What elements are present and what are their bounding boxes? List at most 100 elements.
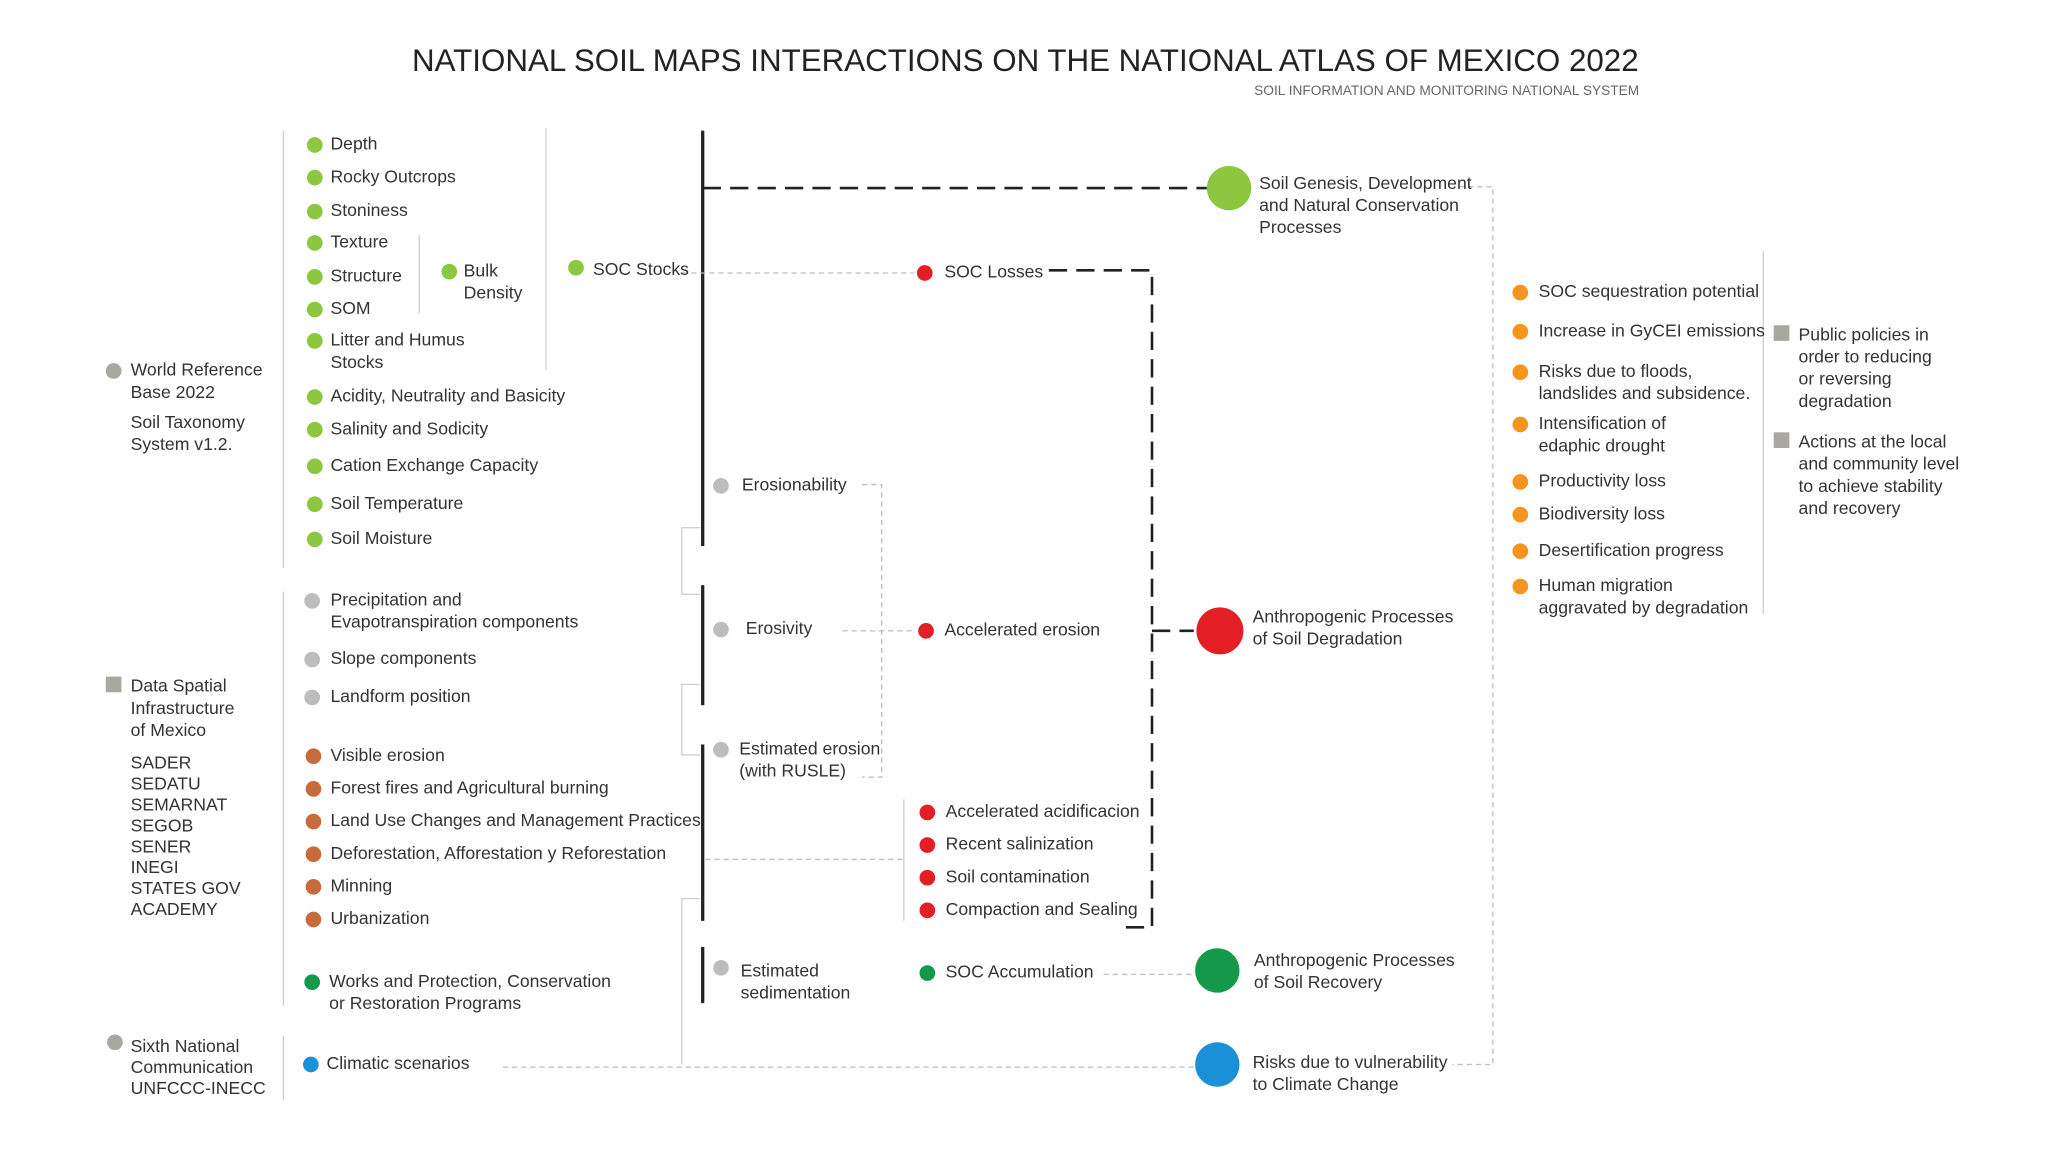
label: UNFCCC-INECC (131, 1078, 266, 1098)
label: Actions at the local (1799, 431, 1947, 451)
dot (713, 621, 729, 638)
dot (1512, 364, 1529, 381)
dot (919, 965, 936, 981)
label: SOM (330, 298, 370, 318)
dot (305, 813, 322, 830)
label: Recent salinization (946, 834, 1094, 854)
label: to Climate Change (1253, 1074, 1399, 1094)
dot (306, 458, 323, 475)
label: INEGI (131, 857, 179, 877)
label: ACADEMY (131, 899, 218, 919)
label: Deforestation, Afforestation y Reforesta… (330, 843, 666, 863)
subtitle: SOIL INFORMATION AND MONITORING NATIONAL… (1254, 83, 1639, 98)
dot (713, 960, 729, 976)
label: Human migration (1539, 575, 1673, 595)
node-circle (1195, 948, 1240, 993)
dot (305, 748, 322, 765)
connectors (282, 127, 1764, 1100)
label: Cation Exchange Capacity (330, 455, 538, 475)
label: Evapotranspiration components (330, 612, 578, 632)
dot (305, 879, 322, 895)
dot (1512, 323, 1529, 340)
label: Data Spatial (131, 676, 227, 696)
dot (306, 531, 323, 548)
dot (306, 333, 323, 349)
label: Increase in GyCEI emissions (1539, 320, 1765, 340)
title: NATIONAL SOIL MAPS INTERACTIONS ON THE N… (412, 43, 1639, 78)
dot (304, 689, 320, 706)
label: Density (464, 283, 523, 303)
label: Acidity, Neutrality and Basicity (330, 386, 565, 406)
label: Structure (330, 266, 402, 286)
label: Stocks (330, 352, 383, 372)
label: Risks due to floods, (1539, 361, 1693, 381)
label: System v1.2. (131, 434, 233, 454)
node-circle (1195, 1042, 1240, 1087)
label: SEGOB (131, 815, 194, 835)
label: Texture (330, 232, 388, 252)
label: Estimated erosion (739, 738, 880, 758)
label: of Mexico (131, 720, 207, 740)
dot (303, 1056, 319, 1073)
dot (1512, 506, 1529, 523)
dot (713, 478, 729, 494)
label: sedimentation (741, 983, 851, 1003)
dot (441, 263, 458, 280)
label: edaphic drought (1539, 435, 1666, 455)
dot (1512, 284, 1529, 301)
label: and community level (1799, 454, 1960, 474)
label: SOC Stocks (593, 259, 689, 279)
label: World Reference (131, 360, 263, 380)
label: Accelerated acidificacion (946, 801, 1140, 821)
node-circle (1206, 165, 1252, 211)
label: Landform position (330, 686, 470, 706)
label: Climatic scenarios (327, 1053, 470, 1073)
label: Erosivity (746, 618, 813, 638)
label: Salinity and Sodicity (330, 418, 488, 438)
dot (306, 421, 323, 438)
label: Soil contamination (946, 866, 1090, 886)
label: Soil Temperature (330, 493, 463, 513)
label: SOC Accumulation (946, 962, 1094, 982)
label: (with RUSLE) (739, 761, 846, 781)
label: Intensification of (1539, 413, 1666, 433)
dot (918, 623, 934, 639)
label: Communication (131, 1057, 253, 1077)
dot (305, 911, 322, 928)
label: SENER (131, 836, 192, 856)
dot (306, 389, 323, 405)
dot (304, 974, 320, 991)
dot (306, 169, 323, 186)
dot (1512, 578, 1529, 595)
label: Soil Taxonomy (131, 412, 245, 432)
label: Precipitation and (330, 589, 461, 609)
label: SOC sequestration potential (1539, 281, 1759, 301)
label: or Restoration Programs (329, 993, 521, 1013)
label: Visible erosion (330, 745, 444, 765)
label: Risks due to vulnerability (1253, 1052, 1448, 1072)
label: order to reducing (1799, 347, 1932, 367)
label: Accelerated erosion (944, 620, 1100, 640)
square-marker (1773, 325, 1790, 341)
dot (1512, 416, 1529, 433)
dot (305, 781, 322, 797)
label: Stoniness (330, 200, 408, 220)
dot (305, 846, 322, 863)
label: Land Use Changes and Management Practice… (330, 810, 701, 830)
label: and Natural Conservation (1259, 195, 1459, 215)
label: Anthropogenic Processes (1253, 606, 1454, 626)
dot (919, 902, 936, 919)
dot (306, 269, 323, 285)
label: Anthropogenic Processes (1254, 950, 1455, 970)
dot (105, 363, 122, 379)
dot (306, 235, 323, 251)
label: degradation (1799, 391, 1892, 411)
dot (306, 496, 323, 512)
dot (919, 837, 936, 853)
label: Rocky Outcrops (330, 166, 456, 186)
dot (304, 651, 320, 668)
label: Minning (330, 876, 392, 896)
label: Processes (1259, 217, 1341, 237)
